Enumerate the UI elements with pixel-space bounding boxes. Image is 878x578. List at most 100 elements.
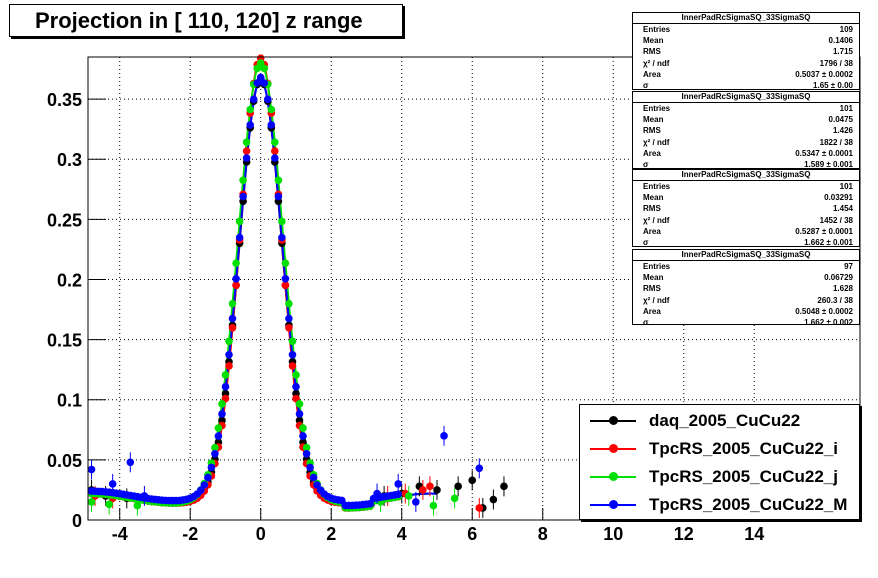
stats-value: 1.628: [832, 284, 853, 294]
data-point: [489, 495, 498, 504]
stats-key: σ: [643, 237, 649, 247]
y-tick-label: 0.3: [57, 150, 82, 170]
data-point: [87, 465, 96, 474]
data-point: [281, 281, 290, 290]
data-point: [232, 281, 240, 290]
stats-value: 1.65 ± 0.00: [813, 80, 853, 90]
stats-row: Area 0.5287 ± 0.0001: [633, 226, 859, 237]
data-point: [404, 492, 413, 500]
stats-row: σ 1.662 ± 0.002: [633, 317, 859, 328]
data-point: [295, 416, 304, 425]
data-point: [218, 410, 226, 418]
data-point: [225, 337, 233, 346]
stats-row: RMS 1.715: [633, 46, 859, 57]
stats-box: InnerPadRcSigmaSQ_33SigmaSQ Entries 97 Mean…: [632, 249, 860, 328]
data-point: [126, 458, 135, 467]
stats-value: 0.1406: [828, 36, 853, 46]
stats-key: RMS: [643, 204, 661, 214]
data-point: [278, 233, 286, 242]
data-point: [232, 275, 240, 283]
y-tick-label: 0.35: [47, 90, 82, 110]
data-point: [285, 299, 293, 308]
data-point: [228, 324, 237, 332]
data-point: [288, 362, 297, 370]
chart-title-box: Projection in [ 110, 120] z range: [9, 4, 403, 37]
stats-key: χ² / ndf: [643, 215, 670, 225]
stats-value: 97: [844, 262, 853, 271]
legend-marker: [609, 416, 618, 425]
data-point: [239, 192, 247, 201]
x-tick-label: 2: [326, 524, 336, 544]
stats-key: χ² / ndf: [643, 58, 670, 68]
data-point: [214, 432, 223, 440]
x-tick-label: -2: [182, 524, 198, 544]
legend-entry: TpcRS_2005_CuCu22_M: [580, 490, 859, 519]
data-point: [267, 121, 276, 129]
data-point: [274, 192, 283, 201]
data-point: [253, 79, 261, 87]
y-tick-label: 0.2: [57, 270, 82, 290]
data-point: [302, 450, 311, 458]
data-point: [235, 217, 244, 226]
stats-key: Mean: [643, 193, 664, 203]
stats-value: 0.03291: [824, 193, 853, 203]
legend-label: TpcRS_2005_CuCu22_i: [649, 439, 838, 458]
stats-value: 0.5347 ± 0.0001: [795, 148, 853, 158]
stats-row: Mean 0.03291: [633, 192, 859, 203]
data-point: [475, 464, 484, 473]
data-point: [242, 154, 251, 162]
series-curves: [91, 56, 438, 509]
data-point: [204, 473, 212, 482]
data-point: [239, 176, 247, 185]
data-point: [281, 275, 290, 283]
data-point: [211, 443, 219, 452]
stats-row: Area 0.5347 ± 0.0001: [633, 148, 859, 159]
data-point: [426, 482, 434, 491]
stats-box: InnerPadRcSigmaSQ_33SigmaSQ Entries 101 Mea…: [632, 169, 860, 247]
stats-row: Entries 101: [633, 103, 859, 114]
stats-value: 1.454: [832, 204, 853, 214]
stats-row: χ² / ndf 1796 / 38: [633, 58, 859, 69]
data-point: [218, 416, 226, 425]
stats-box: InnerPadRcSigmaSQ_33SigmaSQ Entries 101 Mea…: [632, 91, 860, 169]
stats-key: RMS: [643, 47, 661, 57]
stats-key: Entries: [643, 25, 671, 34]
legend-label: daq_2005_CuCu22: [649, 411, 801, 430]
stats-key: σ: [643, 159, 649, 169]
x-tick-label: -4: [112, 524, 128, 544]
data-point: [475, 504, 484, 512]
data-point: [133, 501, 142, 510]
data-point: [281, 259, 290, 268]
data-point: [207, 463, 216, 472]
stats-row: Area 0.5048 ± 0.0002: [633, 306, 859, 317]
stats-value: 1452 / 38: [819, 215, 853, 225]
stats-value: 109: [839, 25, 853, 34]
stats-row: χ² / ndf 1822 / 38: [633, 137, 859, 148]
data-point: [260, 79, 269, 87]
stats-row: RMS 1.454: [633, 203, 859, 214]
stats-row: Mean 0.1406: [633, 35, 859, 46]
data-point: [242, 138, 251, 146]
data-point: [246, 121, 254, 129]
data-point: [288, 337, 297, 346]
y-tick-label: 0: [72, 511, 82, 531]
data-point: [225, 362, 233, 370]
stats-value: 0.0475: [828, 115, 853, 125]
data-point: [140, 492, 149, 500]
data-point: [225, 351, 233, 359]
x-tick-label: 10: [603, 524, 623, 544]
legend-label: TpcRS_2005_CuCu22_M: [649, 495, 848, 514]
stats-row: χ² / ndf 1452 / 38: [633, 215, 859, 226]
series-points: [87, 54, 508, 518]
data-point: [253, 64, 261, 73]
data-point: [228, 314, 237, 323]
stats-key: χ² / ndf: [643, 295, 670, 305]
data-point: [299, 432, 307, 440]
stats-row: Area 0.5037 ± 0.0002: [633, 69, 859, 80]
data-point: [412, 498, 420, 506]
data-point: [108, 480, 117, 488]
data-point: [285, 314, 293, 323]
data-point: [429, 501, 438, 510]
stats-key: Area: [643, 226, 661, 236]
